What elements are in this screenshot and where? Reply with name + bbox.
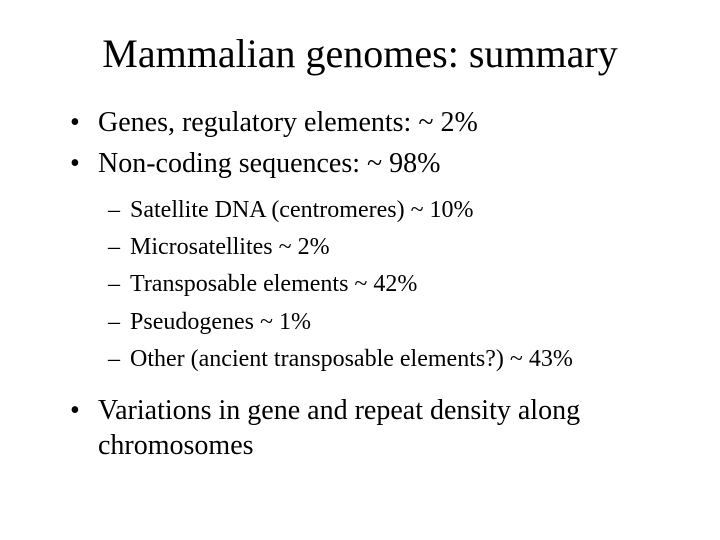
bullet-item: Variations in gene and repeat density al… <box>70 393 670 463</box>
sub-bullet-item: Transposable elements ~ 42% <box>108 269 670 300</box>
bullet-item: Genes, regulatory elements: ~ 2% <box>70 105 670 140</box>
sub-bullet-item: Other (ancient transposable elements?) ~… <box>108 344 670 375</box>
main-bullet-list: Genes, regulatory elements: ~ 2% Non-cod… <box>50 105 670 181</box>
bullet-item: Non-coding sequences: ~ 98% <box>70 146 670 181</box>
sub-bullet-item: Pseudogenes ~ 1% <box>108 307 670 338</box>
main-bullet-list-continued: Variations in gene and repeat density al… <box>50 393 670 463</box>
slide-title: Mammalian genomes: summary <box>50 30 670 77</box>
sub-bullet-item: Satellite DNA (centromeres) ~ 10% <box>108 195 670 226</box>
sub-bullet-list: Satellite DNA (centromeres) ~ 10% Micros… <box>50 195 670 375</box>
sub-bullet-item: Microsatellites ~ 2% <box>108 232 670 263</box>
